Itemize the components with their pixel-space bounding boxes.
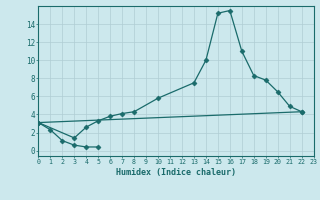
X-axis label: Humidex (Indice chaleur): Humidex (Indice chaleur) xyxy=(116,168,236,177)
